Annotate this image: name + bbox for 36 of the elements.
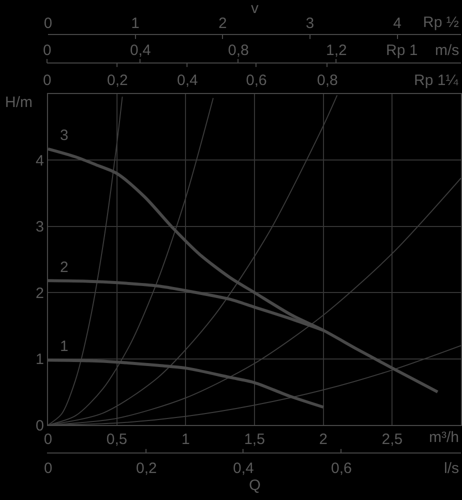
x-tick-label: 2,5 bbox=[382, 431, 403, 448]
text: 0,4 bbox=[233, 460, 254, 477]
x2-tick-label: 3 bbox=[306, 15, 314, 32]
text: Rp ½ bbox=[423, 14, 460, 31]
text: 0,6 bbox=[246, 72, 267, 89]
text: 1,2 bbox=[326, 42, 347, 59]
text: m³/h bbox=[429, 429, 459, 446]
y-axis-title: H/m bbox=[5, 94, 32, 111]
text: l/s bbox=[444, 460, 459, 477]
text: 0,6 bbox=[331, 460, 352, 477]
text: 0,4 bbox=[177, 72, 198, 89]
text: 0,4 bbox=[130, 42, 151, 59]
x2-tick-label: 1 bbox=[131, 15, 140, 32]
y-tick-label: 2 bbox=[36, 284, 44, 302]
y-tick-label: 0 bbox=[36, 417, 44, 434]
text: Rp 1¼ bbox=[414, 72, 459, 89]
text: 0,8 bbox=[317, 72, 338, 89]
series-label: 1 bbox=[60, 338, 68, 355]
series-label: 3 bbox=[60, 127, 68, 144]
x-tick-label: 2 bbox=[319, 431, 328, 448]
y-tick-label: 3 bbox=[36, 218, 44, 236]
text: 0,2 bbox=[136, 460, 157, 477]
x2-tick-label: 4 bbox=[393, 15, 402, 32]
x-tick-label: 1 bbox=[182, 431, 190, 448]
y-tick-label: 4 bbox=[36, 152, 44, 170]
x2-tick-label: 2 bbox=[218, 15, 227, 32]
x-tick-label: 1,5 bbox=[244, 431, 265, 448]
text: Rp 1 bbox=[386, 42, 418, 59]
x-tick-label: 0,5 bbox=[106, 431, 128, 448]
text: 0,8 bbox=[228, 42, 249, 59]
x2-axis-title: v bbox=[251, 0, 259, 17]
text: m/s bbox=[435, 42, 460, 59]
series-label: 2 bbox=[60, 259, 68, 276]
text: 0,2 bbox=[107, 72, 128, 89]
y-tick-label: 1 bbox=[36, 351, 44, 368]
x-axis-title: Q bbox=[249, 477, 261, 494]
